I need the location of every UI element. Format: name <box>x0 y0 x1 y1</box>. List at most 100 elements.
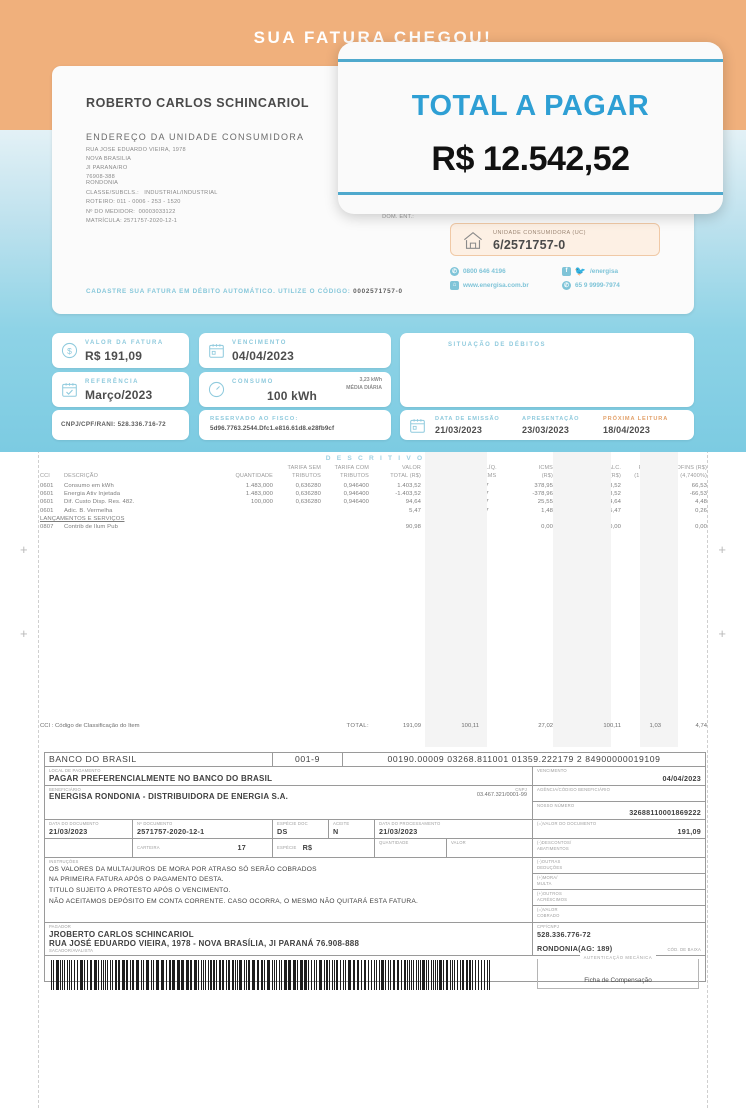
total-icms: 27,02 <box>538 723 553 729</box>
consumer-unit-value: 6/2571757-0 <box>493 238 566 252</box>
outras-deducoes-cell: (-)OUTRAS DEDUÇÕES <box>533 858 705 875</box>
th-tarifa-com: TARIFA COM TRIBUTOS <box>334 465 369 479</box>
card-consumo: CONSUMO 100 kWh 3,23 kWh MÉDIA DIÁRIA <box>199 372 391 407</box>
auto-debit-text: CADASTRE SUA FATURA EM DÉBITO AUTOMÁTICO… <box>86 288 351 295</box>
beneficiario-value: ENERGISA RONDONIA - DISTRIBUIDORA DE ENE… <box>49 792 289 802</box>
cell-tarifa-com: 0,946400 <box>343 499 369 506</box>
valor-fatura-label: VALOR DA FATURA <box>85 340 164 346</box>
consumo-value: 100 kWh <box>267 389 318 403</box>
fisco-label: RESERVADO AO FISCO: <box>210 416 299 422</box>
cell-valor-total: 90,98 <box>405 523 421 530</box>
valor-cobrado-label: (=)VALOR COBRADO <box>537 907 560 918</box>
local-pagamento-label: LOCAL DE PAGAMENTO <box>49 768 101 773</box>
cell-tarifa-sem: 0,636280 <box>295 483 321 490</box>
dollar-circle-icon: $ <box>61 342 78 359</box>
boleto-row-instrucoes: INSTRUÇÕES OS VALORES DA MULTA/JUROS DE … <box>45 858 705 924</box>
cod-baixa-label: CÓD. DE BAIXA <box>667 947 701 953</box>
situacao-label: SITUAÇÃO DE DÉBITOS <box>448 342 547 348</box>
pagador-address: RUA JOSÉ EDUARDO VIEIRA, 1978 - NOVA BRA… <box>49 938 360 948</box>
th-aliq-icms: ALÍQ. ICMS <box>482 465 497 479</box>
cell-cofins: -66,53 <box>689 491 707 498</box>
especie-value: R$ <box>302 843 313 853</box>
pagador-label: PAGADOR <box>49 924 72 930</box>
phone-icon: ✆ <box>450 266 459 276</box>
roteiro-value: 011 - 0006 - 253 - 1520 <box>116 199 181 206</box>
boleto-row-carteira: CARTEIRA 17 ESPÉCIE R$ QUANTIDADE VALOR … <box>45 839 705 859</box>
classe-value: INDUSTRIAL/INDUSTRIAL <box>144 189 218 196</box>
cell-descricao: Contrib de Ilum Pub <box>64 523 118 530</box>
proxima-leitura-col: PRÓXIMA LEITURA 18/04/2023 <box>603 416 668 435</box>
data-documento-value: 21/03/2023 <box>49 827 88 837</box>
outros-acrescimos-cell: (+)OUTROS ACRÉSCIMOS <box>533 890 705 907</box>
whatsapp-icon[interactable]: ✆ <box>562 280 571 290</box>
data-processamento-value: 21/03/2023 <box>379 827 418 837</box>
agencia-uf-value: RONDONIA(AG: 189) <box>537 943 613 953</box>
boleto-vencimento-value: 04/04/2023 <box>662 773 701 783</box>
cpf-cnpj-value: 528.336.776-72 <box>537 929 591 939</box>
nosso-numero-cell: NOSSO NÚMERO 32688110001869222 <box>533 802 705 820</box>
address-lines: RUA JOSE EDUARDO VIEIRA, 1978 NOVA BRASI… <box>86 146 186 182</box>
mora-multa-label: (+)MORA/ MULTA <box>537 875 558 886</box>
barcode <box>51 959 529 990</box>
total-a-pagar-overlay: TOTAL A PAGAR R$ 12.542,52 <box>338 42 723 214</box>
state-name: RONDONIA <box>86 180 119 186</box>
classe-label: CLASSE/SUBCLS.: <box>86 189 139 196</box>
autenticacao-box: AUTENTICAÇÃO MECÂNICA Ficha de Compensaç… <box>537 954 699 989</box>
instrucao-line-2: NA PRIMEIRA FATURA APÓS O PAGAMENTO DEST… <box>49 876 224 884</box>
apresentacao-col: APRESENTAÇÃO 23/03/2023 <box>522 416 579 435</box>
especie-label: ESPÉCIE <box>277 844 297 850</box>
cell-valor-total: 1.403,52 <box>397 483 421 490</box>
twitter-icon[interactable]: 🐦 <box>574 265 587 276</box>
dom-ent-label: DOM. ENT.: <box>382 213 414 220</box>
boleto-row-barcode: AUTENTICAÇÃO MECÂNICA Ficha de Compensaç… <box>45 954 705 994</box>
local-pagamento-value: PAGAR PREFERENCIALMENTE NO BANCO DO BRAS… <box>49 773 273 783</box>
contact-phone[interactable]: 0800 646 4196 <box>463 267 506 275</box>
cell-tarifa-sem: 0,636280 <box>295 499 321 506</box>
cell-icms: 25,55 <box>537 499 553 506</box>
boleto-row-bank: BANCO DO BRASIL 001-9 00190.00009 03268.… <box>45 753 705 767</box>
cell-valor-total: 94,64 <box>405 499 421 506</box>
descontos-label: (-)DESCONTOS/ ABATIMENTOS <box>537 840 572 851</box>
th-cci: CCI <box>40 472 50 479</box>
outros-acrescimos-label: (+)OUTROS ACRÉSCIMOS <box>537 891 568 902</box>
bank-name: BANCO DO BRASIL <box>49 754 137 764</box>
data-documento-label: DATA DO DOCUMENTO <box>49 821 99 827</box>
agencia-label: AGÊNCIA/CÓDIGO BENEFICIÁRIO <box>537 786 611 792</box>
valor-label: VALOR <box>451 840 466 846</box>
cell-icms: -378,96 <box>532 491 553 498</box>
linha-digitavel: 00190.00009 03268.811001 01359.222179 2 … <box>387 754 661 764</box>
carteira-label: CARTEIRA <box>137 844 160 850</box>
social-handle[interactable]: /energisa <box>590 267 619 275</box>
proxima-leitura-value: 18/04/2023 <box>603 425 651 435</box>
ficha-compensacao-text: Ficha de Compensação <box>584 976 652 984</box>
th-icms: ICMS (R$) <box>538 465 553 479</box>
carteira-value: 17 <box>237 843 246 853</box>
cell-base-pis: 94,64 <box>605 499 621 506</box>
boleto-row-local: LOCAL DE PAGAMENTO PAGAR PREFERENCIALMEN… <box>45 767 705 786</box>
globe-icon: ⌂ <box>450 280 459 290</box>
instrucao-line-4: NÃO ACEITAMOS DEPÓSITO EM CONTA CORRENTE… <box>49 897 419 905</box>
cell-base-pis: 0,00 <box>609 523 621 530</box>
th-descricao: DESCRIÇÃO <box>64 472 99 479</box>
home-icon <box>464 232 482 249</box>
overlay-title: TOTAL A PAGAR <box>411 90 650 122</box>
referencia-label: REFERÊNCIA <box>85 379 140 385</box>
card-vencimento: VENCIMENTO 04/04/2023 <box>199 333 391 368</box>
agencia-cell: AGÊNCIA/CÓDIGO BENEFICIÁRIO <box>533 786 705 802</box>
contact-website[interactable]: www.energisa.com.br <box>463 281 529 289</box>
total-cofins: 4,74 <box>695 723 707 729</box>
cell-descricao: Adic. B. Vermelha <box>64 507 113 514</box>
card-cnpj: CNPJ/CPF/RANI: 528.336.716-72 <box>52 410 189 440</box>
valor-documento-label: (=)VALOR DO DOCUMENTO <box>537 821 597 827</box>
th-quantidade: QUANTIDADE <box>235 472 273 479</box>
descritivo-title: D E S C R I T I V O <box>325 455 425 462</box>
card-reservado-fisco: RESERVADO AO FISCO: 5d96.7763.2544.Dfc1.… <box>199 410 391 440</box>
instrucao-line-3: TITULO SUJEITO A PROTESTO APÓS O VENCIME… <box>49 887 231 895</box>
facebook-icon[interactable]: f <box>562 266 571 276</box>
contact-whatsapp[interactable]: 65 9 9999-7974 <box>575 281 620 289</box>
th-valor-total: VALOR TOTAL (R$) <box>390 465 421 479</box>
cell-cofins: 66,53 <box>691 483 707 490</box>
data-emissao-col: DATA DE EMISSÃO 21/03/2023 <box>435 416 500 435</box>
media-label: MÉDIA DIÁRIA <box>346 384 382 391</box>
